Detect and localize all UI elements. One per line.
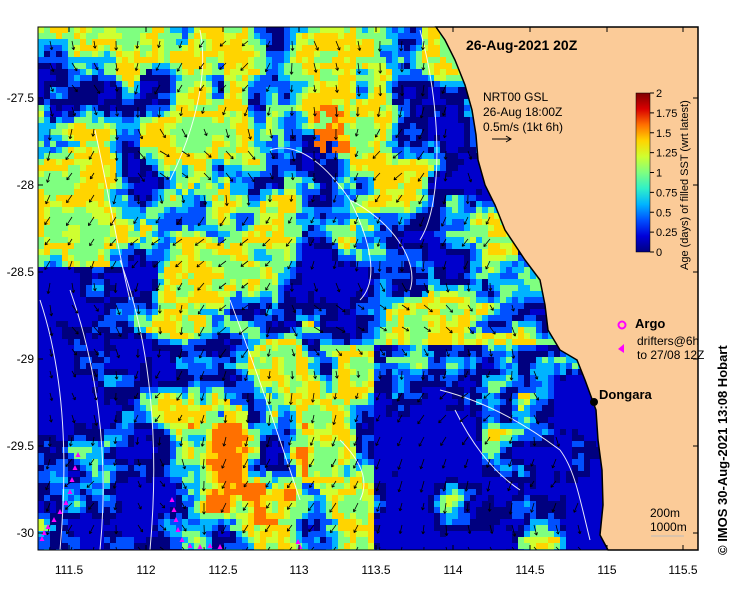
credit-text: © IMOS 30-Aug-2021 13:08 Hobart xyxy=(715,345,730,555)
date-title: 26-Aug-2021 20Z xyxy=(466,37,578,53)
colorbar-tick-label: 0.25 xyxy=(656,227,677,239)
y-tick-label: -27.5 xyxy=(7,91,35,105)
argo-legend: Argo xyxy=(617,316,665,331)
x-tick-label: 114.5 xyxy=(515,563,544,577)
depth-label-1000: 1000m xyxy=(650,520,687,534)
y-axis: -27.5 -28 -28.5 -29 -29.5 -30 xyxy=(7,91,698,540)
depth-contours xyxy=(39,29,591,550)
y-tick-label: -28.5 xyxy=(7,265,35,279)
argo-label: Argo xyxy=(635,316,665,331)
current-ref-line1: NRT00 GSL xyxy=(483,90,548,104)
drifters-label-2: to 27/08 12Z xyxy=(637,348,704,362)
x-tick-label: 115.5 xyxy=(668,563,697,577)
x-tick-label: 112 xyxy=(136,563,155,577)
y-tick-label: -29 xyxy=(17,352,35,366)
drifters-label-1: drifters@6h xyxy=(637,334,699,348)
x-tick-label: 115 xyxy=(597,563,616,577)
dongara-label: Dongara xyxy=(599,387,653,402)
colorbar-tick-label: 1.25 xyxy=(656,148,677,160)
drifters-legend: drifters@6h to 27/08 12Z xyxy=(618,334,704,362)
x-tick-label: 114 xyxy=(443,563,462,577)
colorbar-tick-label: 1 xyxy=(656,168,662,180)
colorbar: 0 0.25 0.5 0.75 1 1.25 1.5 1.75 2 Age (days) of … xyxy=(635,88,691,270)
y-tick-label: -29.5 xyxy=(7,439,35,453)
y-tick-label: -28 xyxy=(17,178,35,192)
colorbar-tick-label: 0.5 xyxy=(656,207,671,219)
plot-frame xyxy=(37,26,699,551)
x-tick-label: 113.5 xyxy=(361,563,390,577)
colorbar-tick-label: 0 xyxy=(656,247,662,259)
land-mass xyxy=(434,26,699,551)
x-tick-label: 112.5 xyxy=(208,563,237,577)
dongara-marker: Dongara xyxy=(590,387,653,406)
colorbar-tick-label: 0.75 xyxy=(656,187,677,199)
x-tick-label: 111.5 xyxy=(55,563,84,577)
depth-legend: 200m 1000m xyxy=(650,506,687,537)
colorbar-tick-label: 2 xyxy=(656,88,662,100)
colorbar-tick-label: 1.75 xyxy=(656,108,677,120)
current-vectors xyxy=(44,40,584,550)
current-ref-line2: 26-Aug 18:00Z xyxy=(483,105,562,119)
x-axis: 111.5 112 112.5 113 113.5 114 114.5 115 115.5 xyxy=(55,27,698,577)
drifter-tracks xyxy=(39,452,303,549)
current-ref-arrow xyxy=(492,135,512,143)
colorbar-tick-label: 1.5 xyxy=(656,128,671,140)
colorbar-label: Age (days) of filled SST (wrt latest) xyxy=(679,100,691,270)
x-tick-label: 113 xyxy=(289,563,308,577)
depth-label-200: 200m xyxy=(650,506,680,520)
current-ref-line3: 0.5m/s (1kt 6h) xyxy=(483,120,563,134)
y-tick-label: -30 xyxy=(17,526,35,540)
